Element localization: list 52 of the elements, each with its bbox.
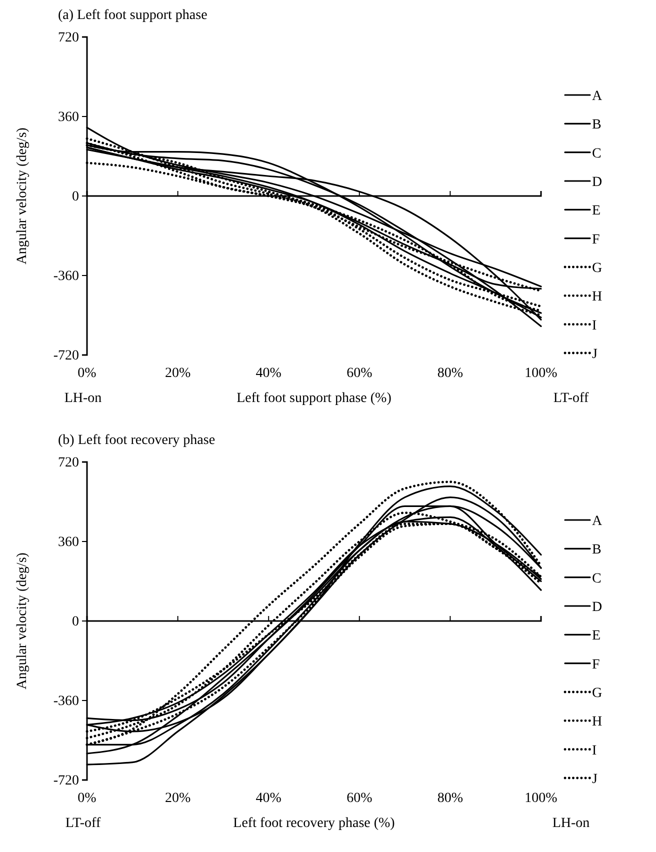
x-tick-label: 0%: [78, 791, 97, 806]
legend-label: C: [592, 571, 602, 586]
x-tick-label: 40%: [256, 366, 282, 381]
legend-label: G: [592, 686, 602, 701]
y-tick-label: -360: [53, 694, 79, 709]
y-axis-title: Angular velocity (deg/s): [15, 127, 30, 264]
legend-label: I: [592, 318, 597, 334]
x-tick-label: 80%: [437, 366, 464, 381]
chart-title: (a) Left foot support phase: [58, 8, 208, 23]
y-axis-title: Angular velocity (deg/s): [15, 552, 30, 690]
y-tick-label: 360: [58, 534, 79, 550]
y-tick-label: 0: [72, 614, 79, 630]
x-tick-label: 0%: [78, 366, 97, 381]
x-tick-label: 60%: [346, 366, 373, 381]
legend-label: B: [592, 542, 602, 558]
text: LH-on: [64, 391, 102, 406]
legend-label: B: [592, 118, 602, 133]
legend-label: A: [592, 514, 603, 529]
y-tick-label: -720: [53, 773, 79, 788]
y-tick-label: -720: [53, 348, 79, 364]
x-tick-label: 40%: [256, 791, 282, 806]
legend-label: H: [592, 290, 602, 305]
legend-label: I: [592, 743, 597, 758]
legend-label: G: [592, 261, 602, 276]
y-tick-label: 720: [58, 455, 79, 470]
legend-label: F: [592, 232, 600, 248]
x-axis-title: Left foot recovery phase (%): [233, 816, 396, 831]
legend-label: J: [592, 772, 598, 787]
x-tick-label: 60%: [346, 791, 373, 806]
legend-label: E: [592, 628, 601, 644]
legend-label: A: [592, 89, 603, 104]
y-tick-label: 0: [72, 189, 79, 204]
text: LT-off: [65, 816, 101, 831]
x-tick-label: 100%: [524, 366, 558, 381]
chart-title: (b) Left foot recovery phase: [58, 433, 216, 448]
text: LH-on: [552, 816, 590, 831]
y-tick-label: 720: [58, 30, 79, 46]
x-tick-label: 20%: [164, 366, 191, 381]
y-tick-label: 360: [58, 110, 79, 125]
x-tick-label: 80%: [437, 791, 464, 806]
legend-label: J: [592, 347, 598, 362]
text: LT-off: [553, 391, 589, 406]
legend-label: E: [592, 204, 601, 219]
x-tick-label: 20%: [164, 791, 191, 806]
y-tick-label: -360: [53, 268, 79, 284]
legend-label: H: [592, 714, 602, 730]
legend-label: C: [592, 146, 602, 162]
legend-label: F: [592, 657, 600, 672]
legend-label: D: [592, 175, 602, 190]
legend-label: D: [592, 600, 602, 615]
x-tick-label: 100%: [524, 791, 558, 806]
x-axis-title: Left foot support phase (%): [236, 391, 392, 406]
